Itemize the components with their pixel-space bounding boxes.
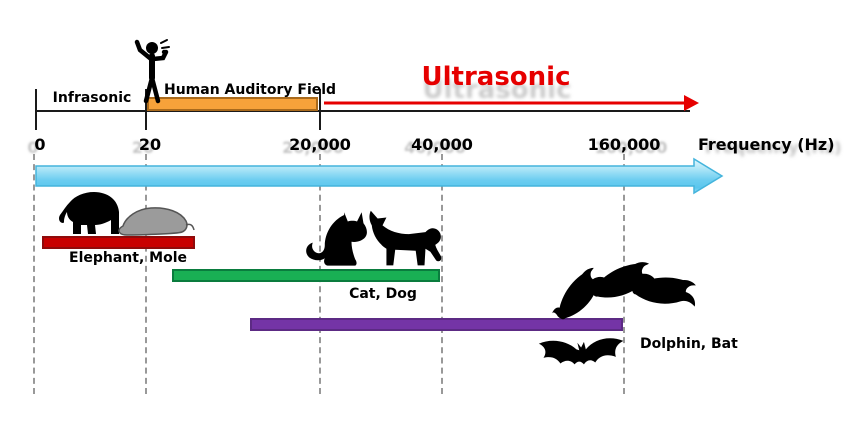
tick-label-0: 0 <box>34 135 46 154</box>
ultrasonic-label: Ultrasonic <box>421 62 571 92</box>
gridline-40000 <box>441 154 443 394</box>
dolphin-icon <box>552 255 698 332</box>
elephant-mole-bar <box>42 236 195 249</box>
human-auditory-field-bar <box>147 97 318 111</box>
dolphin-bat-bar <box>250 318 623 331</box>
axis-title: Frequency (Hz) <box>698 135 835 154</box>
gridline-20 <box>145 154 147 394</box>
human-figure-icon <box>134 39 170 104</box>
mole-icon <box>118 207 195 236</box>
tick-label-40000: 40,000 <box>411 135 473 154</box>
ultrasonic-arrow-icon <box>324 95 699 111</box>
cat-icon <box>306 212 367 266</box>
top-tick-20000 <box>319 89 321 130</box>
frequency-axis-arrow-icon <box>35 157 724 195</box>
gridline-0 <box>33 154 35 394</box>
bat-icon <box>538 338 624 365</box>
elephant-mole-label: Elephant, Mole <box>69 250 187 266</box>
cat-dog-label: Cat, Dog <box>349 286 417 302</box>
cat-dog-bar <box>172 269 440 282</box>
human-auditory-field-label: Human Auditory Field <box>164 82 337 98</box>
sound-marks-icon <box>160 39 170 55</box>
top-tick-0 <box>35 89 37 130</box>
tick-label-20000: 20,000 <box>289 135 351 154</box>
tick-label-160000: 160,000 <box>587 135 661 154</box>
infrasonic-label: Infrasonic <box>52 90 132 106</box>
dog-icon <box>369 210 442 266</box>
tick-label-20: 20 <box>138 135 162 154</box>
top-axis-line <box>36 110 690 112</box>
elephant-icon <box>59 192 119 234</box>
dolphin-bat-label: Dolphin, Bat <box>640 336 738 352</box>
top-tick-20 <box>145 89 147 130</box>
